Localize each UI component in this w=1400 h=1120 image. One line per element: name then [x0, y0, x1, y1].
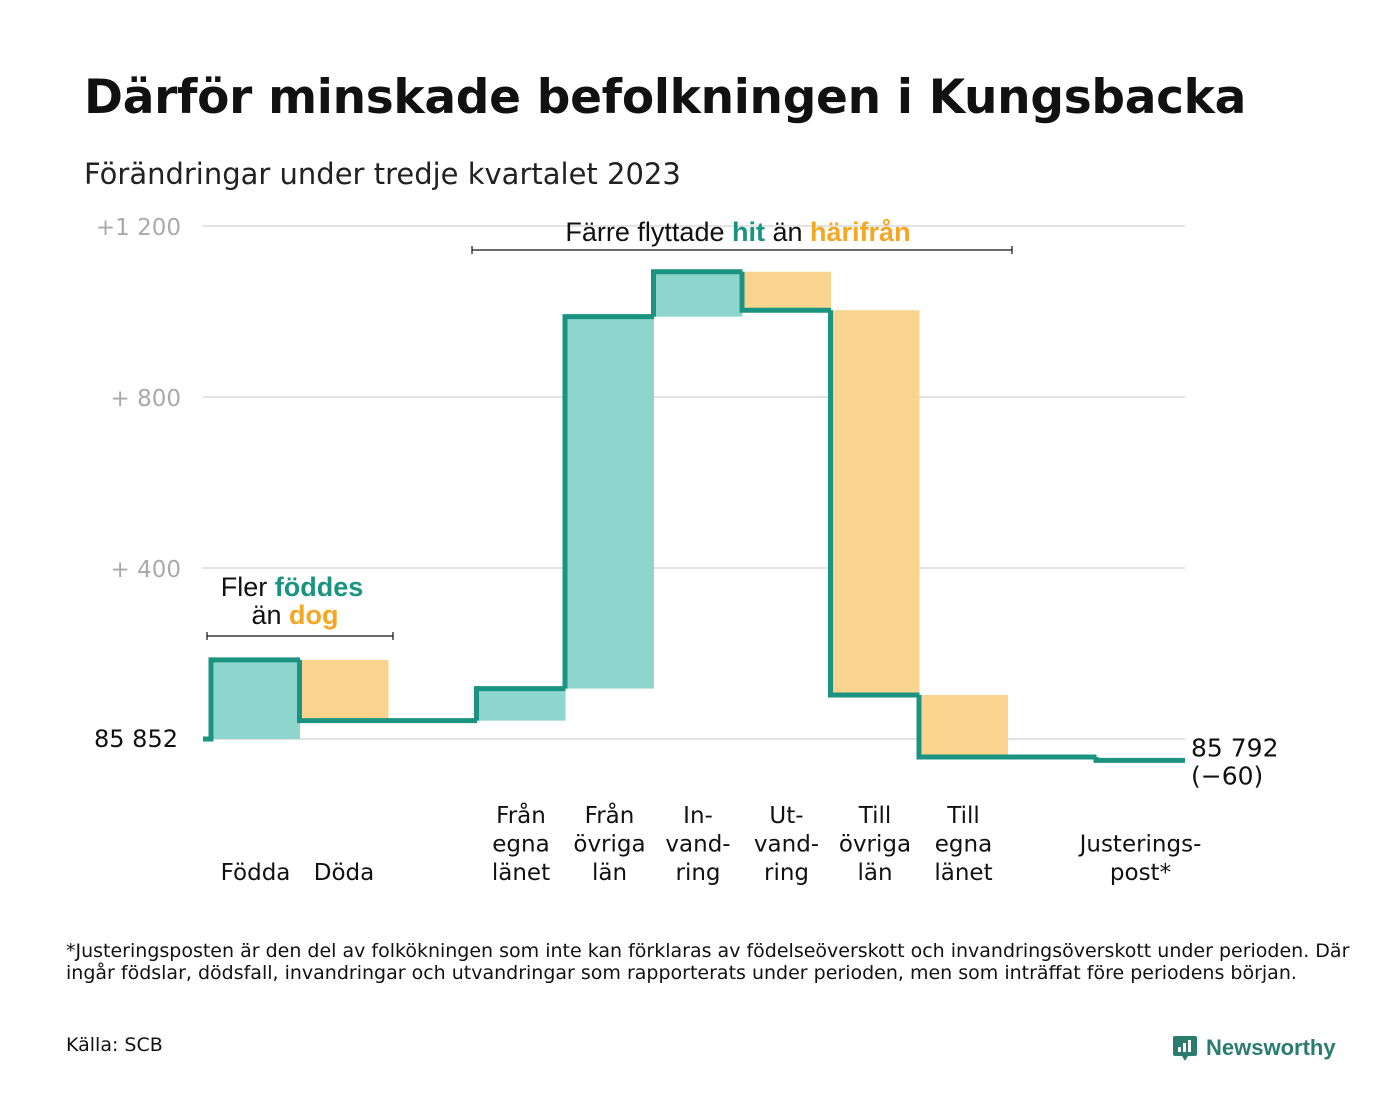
- bar-out: [919, 694, 1008, 757]
- chart-title: Därför minskade befolkningen i Kungsback…: [84, 70, 1247, 125]
- chart-bars: [211, 271, 1008, 757]
- x-category-label: Till övriga län: [839, 803, 911, 886]
- x-axis-category-labels: Födda Döda Från egna länet Från övriga län In-va…: [221, 801, 1202, 886]
- x-category-label: Från övriga län: [573, 801, 645, 886]
- cumulative-line: [203, 269, 1185, 763]
- bar-in: [565, 316, 654, 689]
- end-value-label: 85 792: [1191, 733, 1278, 762]
- footnote: *Justeringsposten är den del av folkökni…: [66, 940, 1350, 984]
- annotation-birth-line2: än dog: [251, 600, 338, 630]
- start-value-label: 85 852: [94, 725, 178, 753]
- bar-out: [830, 310, 920, 695]
- cumulative-step-line: [203, 269, 1185, 763]
- x-category-label: Födda: [221, 860, 291, 886]
- brand[interactable]: Newsworthy: [1172, 1034, 1336, 1062]
- newsworthy-logo-icon: [1173, 1036, 1197, 1061]
- annotation-brackets: [206, 246, 1013, 640]
- bar-out: [299, 659, 389, 721]
- annotation-birth-line1: Fler föddes: [221, 572, 364, 602]
- bar-in: [476, 688, 566, 721]
- bar-in: [653, 271, 743, 317]
- grid-lines: [203, 225, 1185, 740]
- x-category-label: Till egna länet: [934, 803, 992, 886]
- y-axis-tick-labels: + 400 + 800 +1 200: [96, 215, 181, 583]
- value-labels: 85 852 85 792(−60): [94, 725, 1278, 790]
- x-category-label: Från egna länet: [492, 801, 550, 886]
- x-category-label: Döda: [314, 860, 374, 886]
- x-category-label: Justerings-post*: [1078, 832, 1202, 887]
- chart-subtitle: Förändringar under tredje kvartalet 2023: [84, 157, 681, 191]
- bar-out: [742, 271, 831, 311]
- x-category-label: In-vand-ring: [665, 803, 730, 886]
- change-value-label: (−60): [1191, 761, 1263, 790]
- x-category-label: Ut-vand-ring: [754, 803, 819, 886]
- brand-name: Newsworthy: [1206, 1035, 1336, 1060]
- bar-in: [211, 659, 300, 739]
- y-tick-label: +1 200: [96, 215, 181, 241]
- annotation-migration: Färre flyttade hit än härifrån: [565, 217, 910, 247]
- y-tick-label: + 800: [111, 386, 181, 412]
- source-label: Källa: SCB: [66, 1034, 163, 1056]
- y-tick-label: + 400: [111, 557, 181, 583]
